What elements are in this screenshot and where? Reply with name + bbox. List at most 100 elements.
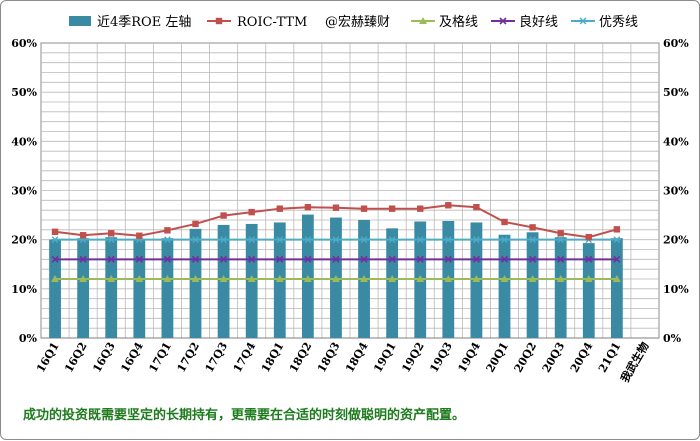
- x-tick-label: 21Q1: [596, 340, 624, 375]
- y-tick-label-right: 60%: [663, 37, 689, 50]
- x-tick-label: 18Q1: [259, 340, 287, 375]
- marker-pass: [275, 275, 284, 282]
- y-tick-label-left: 20%: [11, 234, 37, 247]
- marker-excellent: [303, 236, 312, 244]
- marker-pass: [135, 275, 144, 282]
- marker-good: [360, 255, 368, 263]
- marker-pass: [360, 275, 369, 282]
- marker-roic: [79, 232, 87, 239]
- x-tick-label: 17Q2: [175, 340, 203, 375]
- marker-good: [472, 255, 480, 263]
- x-tick-label: 20Q4: [568, 340, 596, 375]
- y-tick-label-left: 40%: [11, 135, 37, 148]
- marker-roic: [529, 224, 536, 231]
- marker-excellent: [472, 236, 481, 244]
- bar-roe: [386, 228, 399, 338]
- marker-good: [248, 255, 256, 263]
- bar-roe: [161, 238, 174, 338]
- marker-pass: [219, 275, 228, 282]
- bar-roe: [133, 238, 146, 338]
- marker-pass: [556, 275, 565, 282]
- marker-good: [332, 255, 340, 263]
- marker-excellent: [500, 236, 509, 244]
- marker-pass: [191, 275, 200, 282]
- y-tick-label-left: 30%: [11, 185, 37, 198]
- x-tick-label: 18Q4: [343, 340, 371, 375]
- marker-pass: [612, 275, 621, 282]
- marker-pass: [500, 275, 509, 282]
- legend-marker-roic: [215, 17, 223, 25]
- marker-pass: [107, 275, 116, 282]
- marker-roic: [388, 205, 396, 212]
- marker-roic: [51, 228, 59, 235]
- y-tick-label-left: 60%: [11, 37, 37, 50]
- x-tick-label: 16Q3: [90, 340, 118, 375]
- marker-excellent: [275, 236, 284, 244]
- y-tick-label-right: 50%: [663, 86, 689, 99]
- marker-excellent: [444, 236, 453, 244]
- legend-marker-pass: [419, 17, 427, 24]
- bar-roe: [189, 228, 202, 338]
- marker-roic: [473, 204, 480, 211]
- y-tick-label-left: 10%: [11, 283, 37, 296]
- x-tick-label: 20Q3: [540, 340, 568, 375]
- watermark-text: @宏赫臻财: [325, 15, 390, 30]
- marker-excellent: [556, 236, 565, 244]
- marker-pass: [416, 275, 425, 282]
- marker-good: [79, 255, 87, 263]
- marker-pass: [388, 275, 397, 282]
- marker-roic: [136, 232, 143, 239]
- marker-roic: [304, 204, 312, 211]
- marker-roic: [417, 205, 424, 212]
- marker-pass: [163, 275, 172, 282]
- bar-roe: [526, 232, 539, 338]
- y-tick-label-left: 0%: [19, 332, 38, 345]
- marker-excellent: [219, 236, 228, 244]
- marker-roic: [557, 230, 564, 237]
- marker-good: [163, 255, 171, 263]
- marker-roic: [220, 212, 227, 219]
- marker-pass: [247, 275, 256, 282]
- marker-excellent: [360, 236, 369, 244]
- x-tick-label: 20Q1: [484, 340, 512, 375]
- y-tick-label-left: 50%: [11, 86, 37, 99]
- x-tick-label: 19Q2: [399, 340, 427, 375]
- x-tick-label: 20Q2: [512, 340, 540, 375]
- marker-roic: [276, 205, 283, 212]
- marker-excellent: [191, 236, 200, 244]
- y-tick-label-right: 40%: [663, 135, 689, 148]
- marker-roic: [445, 202, 452, 209]
- x-tick-label: 19Q3: [427, 340, 455, 375]
- marker-pass: [472, 275, 481, 282]
- marker-good: [51, 255, 59, 263]
- legend-marker-good: [499, 17, 507, 25]
- legend-label-roic: ROIC-TTM: [237, 15, 307, 30]
- legend-label-good: 良好线: [519, 14, 558, 30]
- marker-good: [529, 255, 537, 263]
- marker-roic: [332, 204, 340, 211]
- marker-excellent: [416, 236, 425, 244]
- x-tick-label: 19Q1: [371, 340, 399, 375]
- marker-good: [276, 255, 284, 263]
- x-tick-label: 18Q3: [315, 340, 343, 375]
- marker-good: [416, 255, 424, 263]
- marker-good: [107, 255, 115, 263]
- marker-pass: [79, 275, 88, 282]
- y-tick-label-right: 10%: [663, 283, 689, 296]
- marker-roic: [585, 234, 592, 241]
- marker-roic: [501, 218, 508, 226]
- marker-excellent: [331, 236, 340, 244]
- bar-roe: [610, 238, 623, 338]
- bar-roe: [582, 243, 595, 338]
- x-tick-label: 16Q1: [34, 340, 62, 375]
- legend-label-excellent: 优秀线: [599, 15, 638, 30]
- marker-pass: [444, 275, 453, 282]
- x-tick-label: 17Q4: [231, 340, 259, 375]
- legend-marker-excellent: [579, 17, 587, 25]
- bar-roe: [77, 238, 90, 338]
- bar-roe: [105, 237, 118, 338]
- marker-roic: [613, 226, 621, 233]
- x-tick-label: 17Q3: [203, 340, 231, 375]
- marker-good: [444, 255, 452, 263]
